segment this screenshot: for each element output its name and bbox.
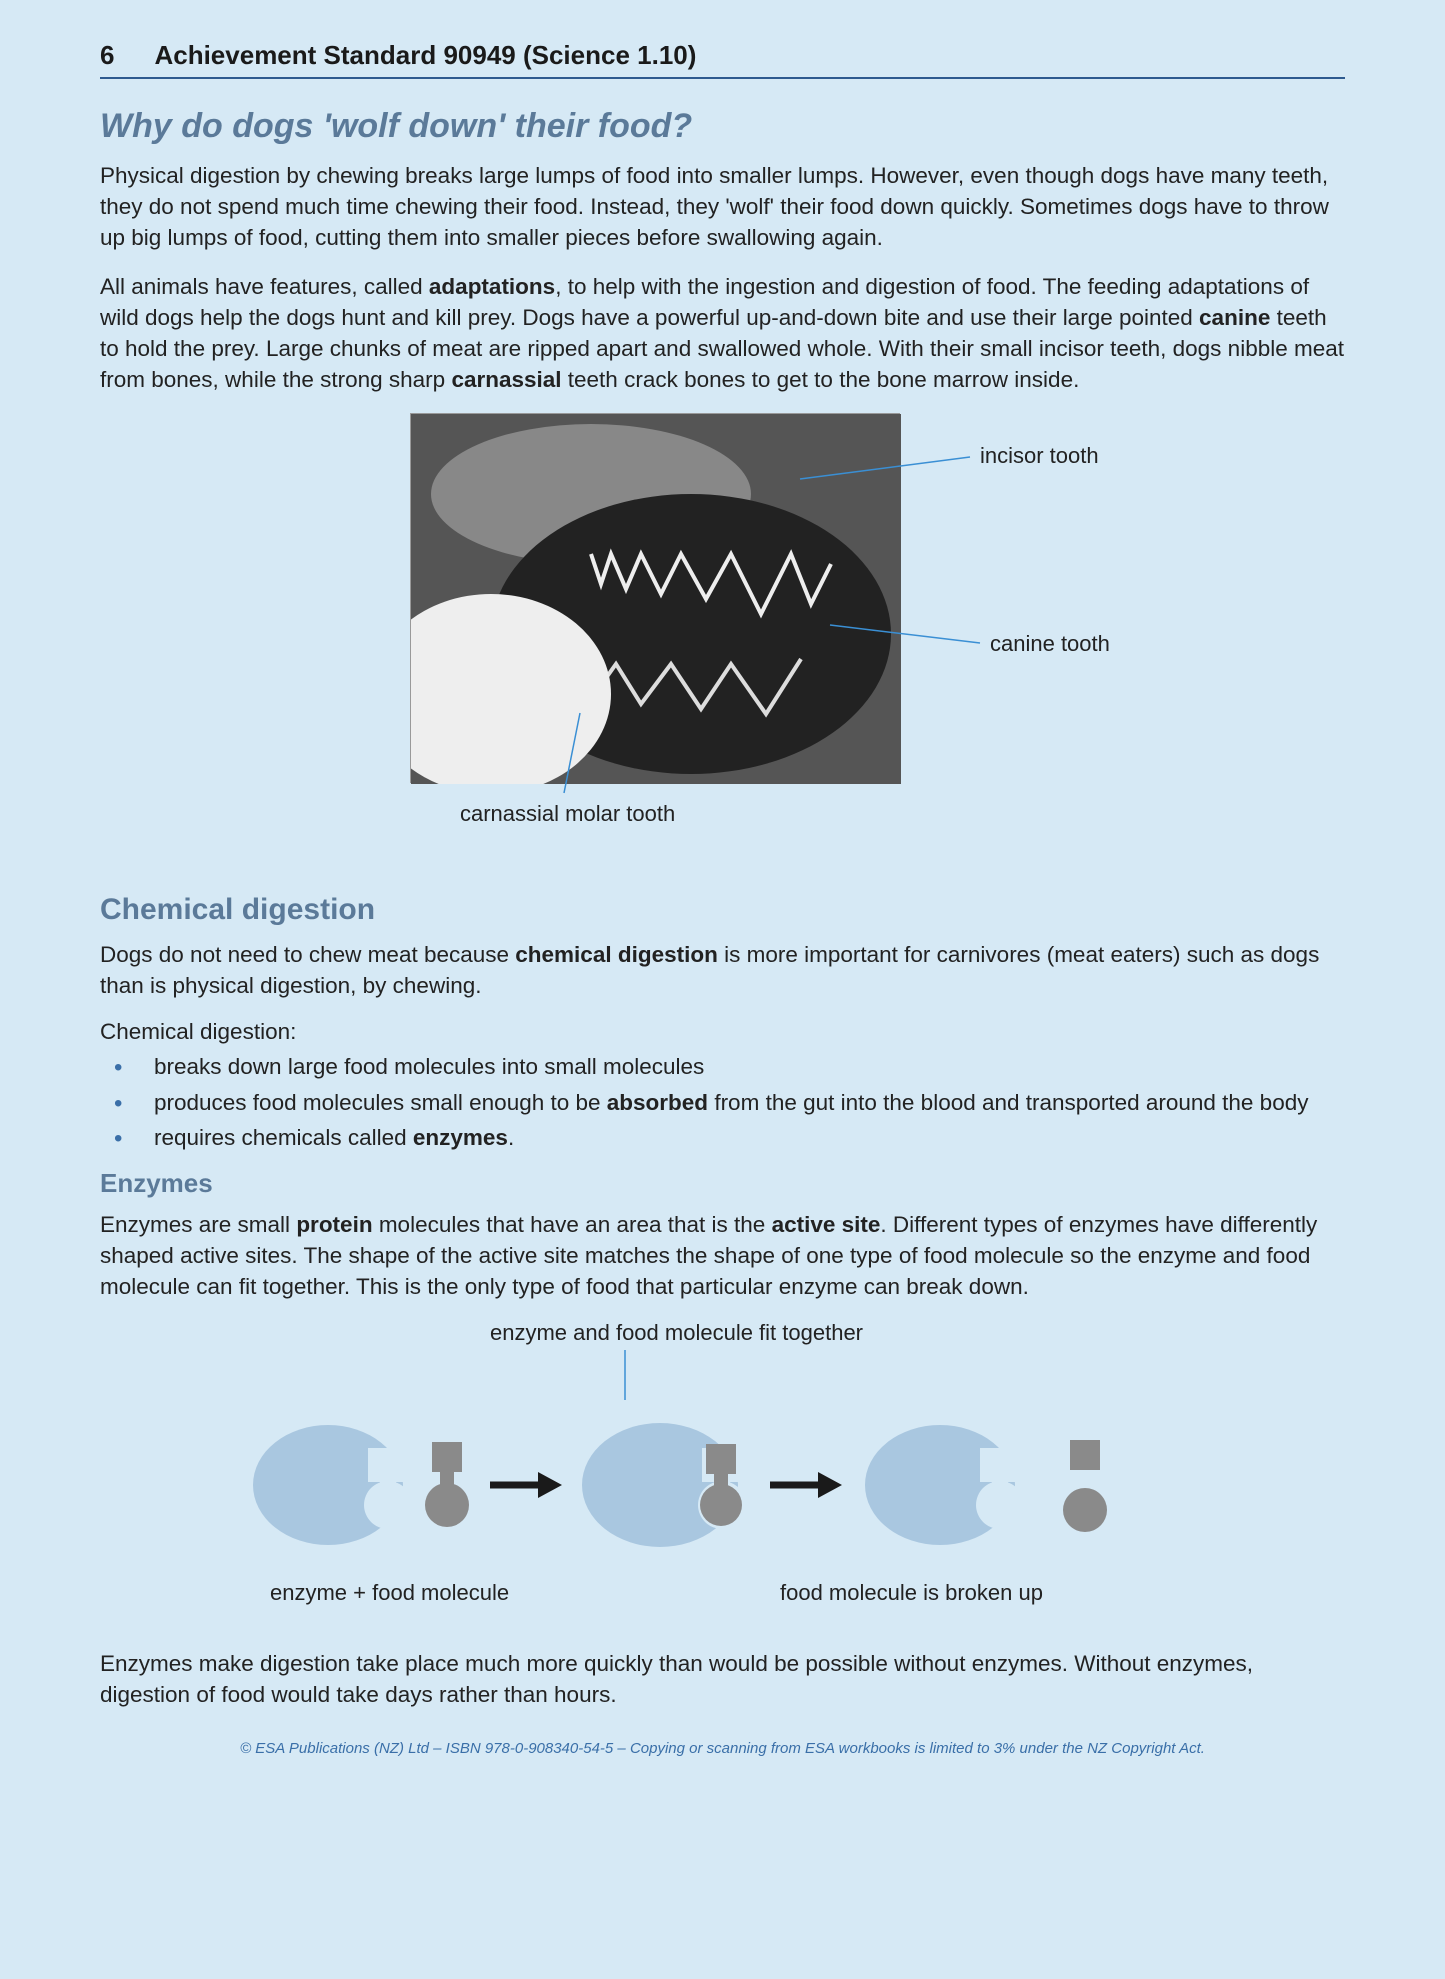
page-number: 6 [100,40,114,71]
leader-carnassial [560,713,590,803]
page-header: 6 Achievement Standard 90949 (Science 1.… [100,40,1345,79]
text-run: . [508,1125,514,1150]
section-title-wolf: Why do dogs 'wolf down' their food? [100,107,1345,146]
chem-digestion-list: breaks down large food molecules into sm… [100,1051,1345,1154]
term-active-site: active site [772,1212,881,1237]
text-run: molecules that have an area that is the [373,1212,772,1237]
text-run: teeth crack bones to get to the bone mar… [562,367,1080,392]
caption-top: enzyme and food molecule fit together [490,1320,863,1346]
list-item: breaks down large food molecules into sm… [100,1051,1345,1083]
list-intro: Chemical digestion: [100,1019,1345,1045]
para-adaptations: All animals have features, called adapta… [100,271,1345,395]
text-run: Dogs do not need to chew meat because [100,942,515,967]
text-run: requires chemicals called [154,1125,413,1150]
term-enzymes: enzymes [413,1125,508,1150]
text-run: breaks down large food molecules into sm… [154,1054,704,1079]
text-run: produces food molecules small enough to … [154,1090,607,1115]
text-run: from the gut into the blood and transpor… [708,1090,1308,1115]
para-closing: Enzymes make digestion take place much m… [100,1648,1345,1710]
list-item: requires chemicals called enzymes. [100,1122,1345,1154]
para-chem-intro: Dogs do not need to chew meat because ch… [100,939,1345,1001]
label-incisor: incisor tooth [980,443,1099,469]
text-run: Enzymes are small [100,1212,296,1237]
figure-dog-teeth: incisor tooth canine tooth carnassial mo… [100,413,1345,863]
list-item: produces food molecules small enough to … [100,1087,1345,1119]
term-carnassial: carnassial [451,367,561,392]
header-title: Achievement Standard 90949 (Science 1.10… [154,40,696,71]
term-chemical-digestion: chemical digestion [515,942,718,967]
term-canine: canine [1199,305,1270,330]
para-enzymes: Enzymes are small protein molecules that… [100,1209,1345,1302]
term-absorbed: absorbed [607,1090,708,1115]
heading-enzymes: Enzymes [100,1168,1345,1199]
text-run: All animals have features, called [100,274,429,299]
footer-copyright: © ESA Publications (NZ) Ltd – ISBN 978-0… [100,1740,1345,1757]
caption-right: food molecule is broken up [780,1580,1043,1606]
heading-chemical-digestion: Chemical digestion [100,893,1345,927]
term-protein: protein [296,1212,372,1237]
caption-left: enzyme + food molecule [270,1580,509,1606]
term-adaptations: adaptations [429,274,555,299]
enzyme-svg [250,1400,1190,1570]
label-canine: canine tooth [990,631,1110,657]
figure-enzyme-diagram: enzyme and food molecule fit together [100,1320,1345,1630]
label-carnassial: carnassial molar tooth [460,801,675,827]
para-physical-digestion: Physical digestion by chewing breaks lar… [100,160,1345,253]
